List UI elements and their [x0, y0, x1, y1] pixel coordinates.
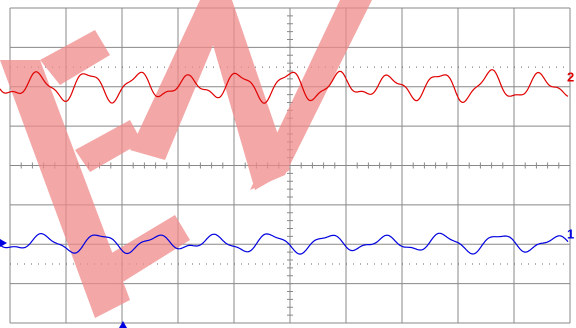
watermark	[0, 0, 372, 318]
channel-1-marker: 1	[567, 226, 574, 241]
channel-1-trace	[0, 232, 569, 255]
channel-1-ground-arrow	[0, 239, 7, 247]
channel-2-marker: 2	[567, 69, 574, 84]
trigger-arrow	[119, 321, 127, 328]
channel-2-trace	[0, 69, 569, 104]
